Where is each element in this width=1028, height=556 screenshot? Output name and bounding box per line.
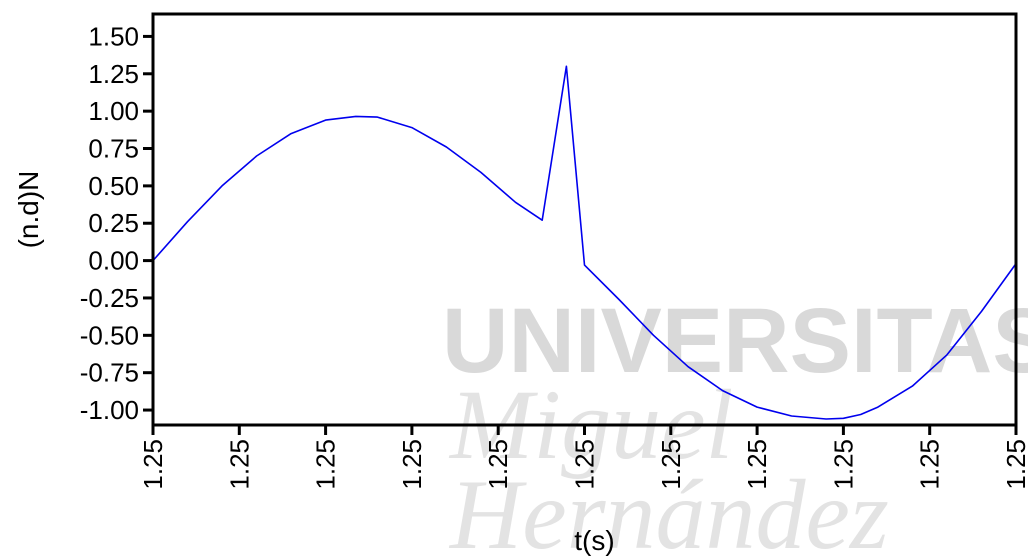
watermark-line3: Hernández [448, 459, 889, 556]
watermark-line1: UNIVERSITAS [442, 290, 1028, 392]
y-tick-label: 0.25 [88, 208, 139, 238]
x-tick-label: 1.25 [224, 439, 254, 490]
x-tick-label: 1.25 [483, 439, 513, 490]
x-tick-label: 1.25 [742, 439, 772, 490]
y-tick-label: -0.25 [80, 283, 139, 313]
y-tick-label: 1.00 [88, 96, 139, 126]
y-tick-label: 1.50 [88, 21, 139, 51]
y-tick-label: -0.50 [80, 320, 139, 350]
plot-frame [151, 12, 1018, 427]
watermark: UNIVERSITAS Miguel Hernández [442, 290, 1028, 556]
x-tick-label: 1.25 [656, 439, 686, 490]
x-axis-label: t(s) [574, 525, 614, 556]
x-tick-label: 1.25 [828, 439, 858, 490]
x-tick-label: 1.25 [1001, 439, 1028, 490]
y-axis: 1.50 1.25 1.00 0.75 0.50 0.25 0.00 -0.25 -0.50 -0… [80, 21, 153, 425]
series-group [152, 65, 1017, 420]
y-tick-label: 0.75 [88, 134, 139, 164]
x-tick-label: 1.25 [397, 439, 427, 490]
y-tick-label: 0.50 [88, 171, 139, 201]
x-tick-label: 1.25 [570, 439, 600, 490]
series-line [152, 65, 1017, 420]
y-tick-label: -0.75 [80, 358, 139, 388]
x-axis: 1.25 1.25 1.25 1.25 1.25 1.25 1.25 1.25 1.25 1.25… [138, 425, 1028, 490]
x-tick-label: 1.25 [915, 439, 945, 490]
y-axis-label: (n.d)N [13, 171, 44, 249]
y-tick-label: 1.25 [88, 59, 139, 89]
x-tick-label: 1.25 [138, 439, 168, 490]
x-tick-label: 1.25 [311, 439, 341, 490]
y-tick-label: -1.00 [80, 395, 139, 425]
y-tick-label: 0.00 [88, 246, 139, 276]
